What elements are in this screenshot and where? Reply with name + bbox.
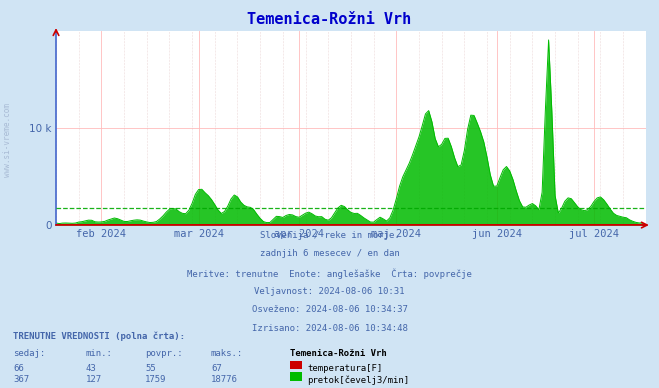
Text: 43: 43 [86, 364, 96, 372]
Text: Veljavnost: 2024-08-06 10:31: Veljavnost: 2024-08-06 10:31 [254, 287, 405, 296]
Text: temperatura[F]: temperatura[F] [307, 364, 382, 372]
Text: maks.:: maks.: [211, 349, 243, 358]
Text: Temenica-Rožni Vrh: Temenica-Rožni Vrh [247, 12, 412, 28]
Text: TRENUTNE VREDNOSTI (polna črta):: TRENUTNE VREDNOSTI (polna črta): [13, 332, 185, 341]
Text: 1759: 1759 [145, 375, 167, 384]
Text: 127: 127 [86, 375, 101, 384]
Text: Izrisano: 2024-08-06 10:34:48: Izrisano: 2024-08-06 10:34:48 [252, 324, 407, 333]
Text: Osveženo: 2024-08-06 10:34:37: Osveženo: 2024-08-06 10:34:37 [252, 305, 407, 314]
Text: Slovenija / reke in morje.: Slovenija / reke in morje. [260, 231, 399, 240]
Text: 18776: 18776 [211, 375, 238, 384]
Text: pretok[čevelj3/min]: pretok[čevelj3/min] [307, 375, 409, 385]
Text: 55: 55 [145, 364, 156, 372]
Text: www.si-vreme.com: www.si-vreme.com [3, 103, 13, 177]
Text: Temenica-Rožni Vrh: Temenica-Rožni Vrh [290, 349, 387, 358]
Text: zadnjih 6 mesecev / en dan: zadnjih 6 mesecev / en dan [260, 249, 399, 258]
Text: povpr.:: povpr.: [145, 349, 183, 358]
Text: 367: 367 [13, 375, 29, 384]
Text: min.:: min.: [86, 349, 113, 358]
Text: 67: 67 [211, 364, 221, 372]
Text: 66: 66 [13, 364, 24, 372]
Text: Meritve: trenutne  Enote: anglešaške  Črta: povprečje: Meritve: trenutne Enote: anglešaške Črta… [187, 268, 472, 279]
Text: sedaj:: sedaj: [13, 349, 45, 358]
